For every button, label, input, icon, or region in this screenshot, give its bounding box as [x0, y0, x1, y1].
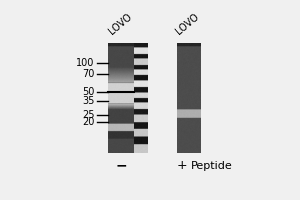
- Text: 25: 25: [82, 110, 94, 120]
- Text: LOVO: LOVO: [174, 11, 201, 36]
- Text: LOVO: LOVO: [106, 11, 134, 36]
- Text: +: +: [176, 159, 187, 172]
- Text: 50: 50: [82, 87, 94, 97]
- Text: 70: 70: [82, 69, 94, 79]
- Text: 100: 100: [76, 58, 94, 68]
- Text: Peptide: Peptide: [191, 161, 233, 171]
- Text: −: −: [116, 159, 127, 173]
- Text: 20: 20: [82, 117, 94, 127]
- Text: 35: 35: [82, 96, 94, 106]
